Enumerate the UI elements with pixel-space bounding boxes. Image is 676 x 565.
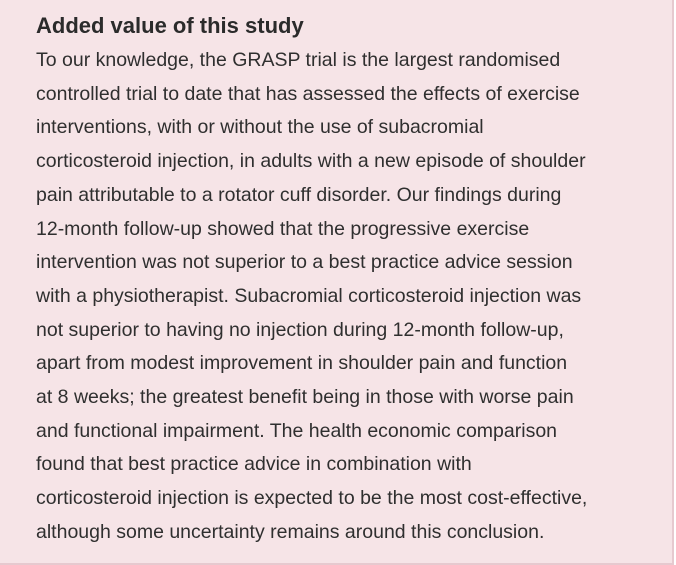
body-line: and functional impairment. The health ec… — [36, 419, 558, 442]
body-line: apart from modest improvement in shoulde… — [36, 352, 568, 375]
body-line: pain attributable to a rotator cuff diso… — [36, 183, 562, 206]
body-line: although some uncertainty remains around… — [36, 520, 545, 543]
body-line: corticosteroid injection, in adults with… — [36, 150, 586, 173]
body-line: with a physiotherapist. Subacromial cort… — [36, 284, 582, 307]
body-line: found that best practice advice in combi… — [36, 453, 472, 476]
body-line: intervention was not superior to a best … — [36, 251, 573, 274]
body-line: 12-month follow-up showed that the progr… — [36, 217, 530, 240]
body-line: interventions, with or without the use o… — [36, 116, 484, 139]
body-line: not superior to having no injection duri… — [36, 318, 564, 341]
panel-body: To our knowledge, the GRASP trial is the… — [36, 44, 587, 550]
panel-heading: Added value of this study — [36, 13, 304, 38]
body-line: To our knowledge, the GRASP trial is the… — [36, 49, 561, 71]
body-line: corticosteroid injection is expected to … — [36, 487, 588, 510]
body-line: at 8 weeks; the greatest benefit being i… — [36, 386, 574, 409]
body-line: controlled trial to date that has assess… — [36, 82, 580, 105]
